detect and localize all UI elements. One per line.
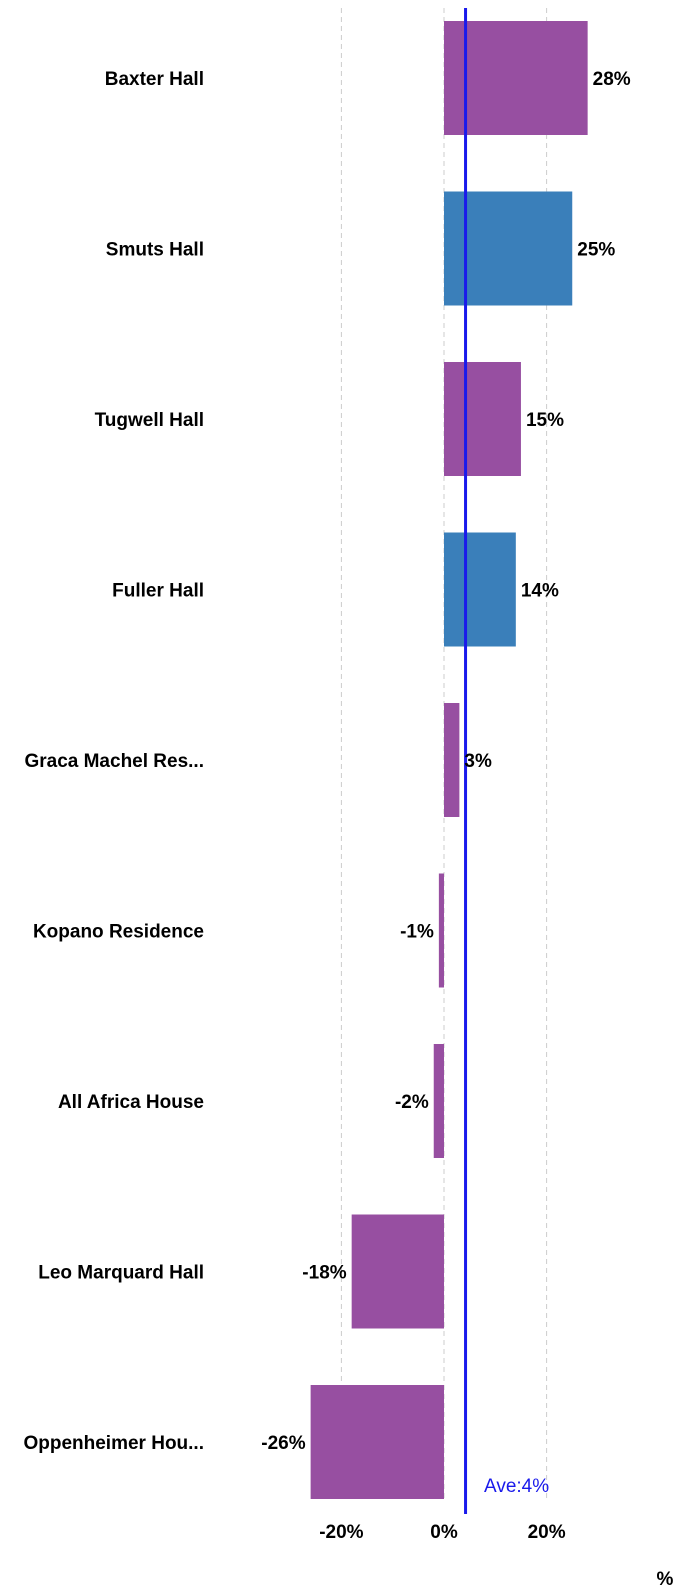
x-tick-label: 20% <box>528 1522 566 1543</box>
category-label: Kopano Residence <box>33 922 204 943</box>
value-label: 28% <box>593 69 631 90</box>
bar[interactable] <box>444 532 516 647</box>
labels: -20% 0% 20% Baxter Hall 28% Smuts Hall 25% Tugw… <box>23 69 673 1590</box>
category-label: Leo Marquard Hall <box>38 1263 204 1284</box>
value-label: -18% <box>302 1263 346 1284</box>
value-label: -26% <box>261 1433 305 1454</box>
value-label: 3% <box>464 751 492 772</box>
bar[interactable] <box>351 1214 444 1329</box>
bars <box>310 21 588 1499</box>
category-label: All Africa House <box>58 1092 204 1113</box>
value-label: -1% <box>400 922 434 943</box>
bar[interactable] <box>438 873 444 988</box>
category-label: Baxter Hall <box>105 69 204 90</box>
category-label: Graca Machel Res... <box>24 751 204 772</box>
bar[interactable] <box>444 703 460 817</box>
bar[interactable] <box>444 191 573 306</box>
average-line-group: Ave:4% <box>464 8 549 1514</box>
value-label: 25% <box>577 240 615 261</box>
bar[interactable] <box>444 362 521 476</box>
bar[interactable] <box>444 21 588 135</box>
category-label: Tugwell Hall <box>95 410 204 431</box>
x-tick-label: 0% <box>430 1522 458 1543</box>
category-label: Fuller Hall <box>112 581 204 602</box>
value-label: 15% <box>526 410 564 431</box>
bar[interactable] <box>433 1044 444 1158</box>
x-tick-label: -20% <box>319 1522 363 1543</box>
category-label: Smuts Hall <box>106 240 204 261</box>
x-axis-unit-label: % <box>657 1569 674 1590</box>
category-label: Oppenheimer Hou... <box>23 1433 204 1454</box>
bar[interactable] <box>310 1385 444 1499</box>
value-label: 14% <box>521 581 559 602</box>
value-label: -2% <box>395 1092 429 1113</box>
average-label: Ave:4% <box>484 1476 549 1497</box>
